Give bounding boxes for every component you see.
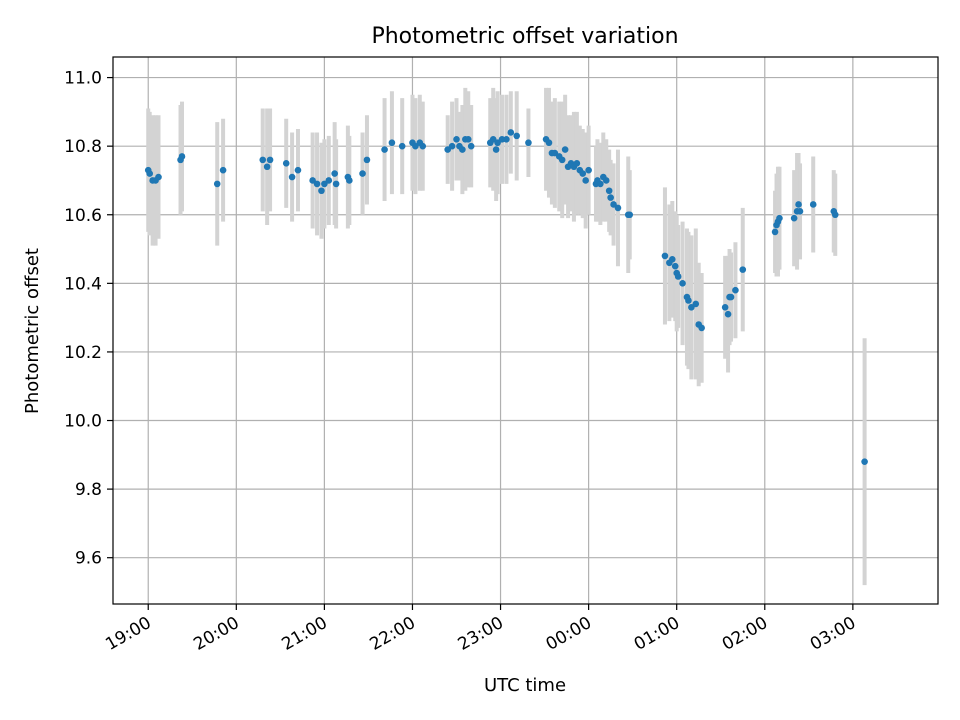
data-point (545, 139, 553, 147)
data-point (219, 166, 227, 174)
data-point (459, 146, 466, 153)
plot-frame (112, 56, 939, 605)
y-axis-ticks: 9.6 9.8 10.0 10.2 10.4 10.6 10.8 11.0 (64, 69, 113, 569)
data-point (507, 129, 515, 136)
y-axis-label: Photometric offset (22, 248, 43, 414)
data-point (558, 156, 566, 164)
data-point (679, 280, 686, 287)
data-point (771, 228, 779, 236)
data-point (607, 194, 614, 201)
data-point (282, 160, 290, 167)
data-point (796, 208, 804, 215)
data-point (492, 146, 500, 153)
data-point (605, 187, 613, 195)
data-point (674, 273, 682, 280)
y-tick-label: 10.8 (64, 137, 102, 157)
x-axis-label: UTC time (484, 675, 566, 696)
data-point (332, 180, 340, 188)
data-point (861, 458, 868, 465)
data-point (582, 177, 589, 184)
data-point (513, 132, 520, 140)
y-tick-label: 10.2 (64, 343, 102, 363)
data-point (626, 211, 634, 219)
data-point (585, 166, 592, 174)
data-point (146, 170, 153, 177)
data-point (831, 211, 839, 219)
y-tick-label: 9.8 (75, 480, 102, 500)
data-point (313, 180, 321, 188)
data-point (388, 139, 396, 147)
data-point (467, 142, 475, 150)
data-point (213, 180, 221, 188)
data-point (721, 304, 729, 311)
data-points (144, 129, 868, 465)
y-tick-label: 11.0 (64, 69, 102, 89)
data-point (464, 136, 472, 143)
data-point (795, 201, 802, 208)
data-point (419, 142, 427, 150)
data-point (739, 266, 747, 273)
data-point (597, 180, 604, 188)
data-point (732, 286, 739, 294)
data-point (790, 214, 798, 222)
y-tick-label: 10.6 (64, 206, 102, 226)
data-point (579, 170, 587, 177)
data-point (453, 136, 460, 143)
data-point (346, 177, 353, 184)
data-point (155, 173, 162, 181)
data-point (178, 153, 186, 160)
data-point (359, 170, 366, 177)
data-point (318, 187, 325, 195)
data-point (266, 156, 274, 164)
data-point (381, 146, 388, 153)
data-point (573, 160, 581, 167)
data-point (561, 146, 569, 153)
data-point (661, 252, 669, 260)
data-point (448, 142, 456, 150)
data-point (294, 166, 302, 174)
data-point (671, 262, 679, 270)
data-point (325, 177, 333, 184)
data-point (668, 256, 676, 263)
data-point (692, 300, 700, 308)
chart-title: Photometric offset variation (371, 24, 678, 49)
data-point (776, 214, 783, 222)
data-point (331, 170, 338, 177)
data-point (602, 177, 610, 184)
y-tick-label: 10.4 (64, 274, 102, 294)
data-point (503, 136, 510, 143)
data-point (698, 324, 705, 332)
y-tick-label: 10.0 (64, 412, 102, 432)
data-point (727, 293, 735, 301)
data-point (288, 173, 296, 181)
y-tick-label: 9.6 (75, 549, 102, 569)
data-point (398, 142, 406, 150)
data-point (614, 204, 622, 212)
data-point (259, 156, 267, 164)
data-point (724, 310, 732, 318)
data-point (809, 201, 817, 208)
data-point (263, 163, 271, 171)
data-point (525, 139, 532, 147)
data-point (363, 156, 371, 164)
data-point (685, 297, 692, 304)
